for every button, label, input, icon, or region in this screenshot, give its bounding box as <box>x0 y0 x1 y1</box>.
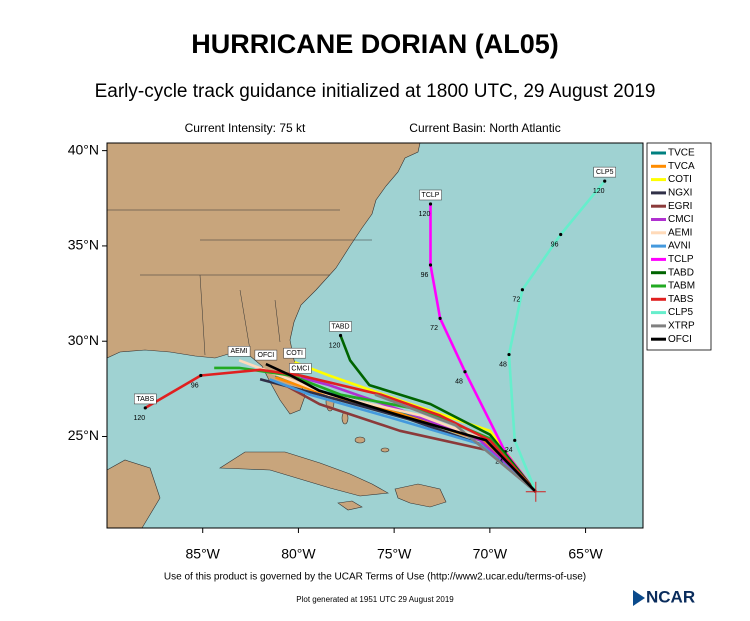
legend-label: CLP5 <box>668 307 693 318</box>
track-tag-box <box>593 166 616 178</box>
hour-dot <box>603 179 607 183</box>
map-frame <box>106 142 644 529</box>
hour-label: 120 <box>419 211 431 218</box>
legend-label: TVCE <box>668 148 695 159</box>
track-tag: CMCI <box>291 365 309 372</box>
legend-label: XTRP <box>668 321 695 332</box>
x-tick-label: 75°W <box>377 546 412 562</box>
legend-label: TCLP <box>668 254 694 265</box>
terms: Use of this product is governed by the U… <box>164 572 586 583</box>
hour-label: 120 <box>593 188 605 195</box>
logo: NCAR <box>646 587 695 606</box>
hour-dot <box>559 232 563 237</box>
y-tick-label: 35°N <box>68 237 99 253</box>
track-tag-box <box>254 349 278 361</box>
y-tick-label: 25°N <box>68 427 99 443</box>
track-tag-box <box>283 347 306 359</box>
track-clp5 <box>507 180 606 493</box>
legend-label: TABS <box>668 294 694 305</box>
legend: TVCE TVCA COTI NGXI EGRI CMCI AEMI AVNI TCLP TABD… <box>646 142 712 351</box>
hour-dot <box>428 263 433 267</box>
x-tick-label: 80°W <box>281 546 316 562</box>
legend-label: AVNI <box>668 241 691 252</box>
hour-dot <box>199 373 203 378</box>
state-lines <box>107 209 372 356</box>
legend-label: EGRI <box>668 201 692 212</box>
hour-label: 72 <box>430 325 438 332</box>
track-tag: TCLP <box>422 192 440 199</box>
legend-label: OFCI <box>668 334 692 345</box>
hour-label: 96 <box>551 241 559 248</box>
track-tabm <box>214 366 537 493</box>
track-tag: CLP5 <box>596 169 614 176</box>
hour-label: 48 <box>499 361 507 368</box>
hour-dot <box>463 370 467 374</box>
hour-dot <box>520 288 525 292</box>
track-tag-box <box>227 346 251 357</box>
legend-label: COTI <box>668 174 692 185</box>
track-tag-box <box>329 321 352 332</box>
hour-dot <box>338 333 343 338</box>
generated: Plot generated at 1951 UTC 29 August 201… <box>296 595 454 604</box>
y-tick-label: 40°N <box>68 141 99 157</box>
intensity: Current Intensity: 75 kt <box>185 121 306 135</box>
legend-label: TABD <box>668 267 694 278</box>
track-tabs <box>144 368 537 493</box>
hour-dot <box>513 438 517 442</box>
track-tag-box <box>419 189 442 201</box>
hour-label: 120 <box>329 342 341 349</box>
hour-label: 24 <box>505 447 513 454</box>
hour-dot <box>438 316 442 320</box>
hour-label: 120 <box>133 415 145 422</box>
x-tick-label: 65°W <box>568 546 603 562</box>
hour-label: 72 <box>513 297 521 304</box>
hour-label: 96 <box>191 382 199 389</box>
track-tag-box <box>289 363 312 374</box>
track-tag: COTI <box>286 350 303 357</box>
hour-dot <box>507 352 511 357</box>
legend-label: CMCI <box>668 214 694 225</box>
track-tag: OFCI <box>258 352 275 359</box>
legend-label: TVCA <box>668 161 695 172</box>
hour-dot <box>143 406 147 410</box>
land <box>106 142 447 529</box>
track-tag: TABS <box>136 396 154 403</box>
basin: Current Basin: North Atlantic <box>409 121 560 135</box>
x-tick-label: 70°W <box>473 546 508 562</box>
track-xtrp <box>374 393 537 493</box>
track-tabd <box>339 335 537 493</box>
track-ofci <box>265 362 537 493</box>
hour-label: 48 <box>455 379 463 386</box>
y-tick-label: 30°N <box>68 332 99 348</box>
hour-label: 96 <box>421 272 429 279</box>
legend-label: TABM <box>668 281 695 292</box>
subtitle: Early-cycle track guidance initialized a… <box>95 81 656 102</box>
track-tag-box <box>134 393 157 405</box>
legend-label: NGXI <box>668 188 692 199</box>
x-tick-label: 85°W <box>186 546 221 562</box>
logo-mark <box>633 590 645 606</box>
legend-label: AEMI <box>668 227 692 238</box>
hour-dot <box>428 202 433 206</box>
tracks: COTI CMCI AEMI 24 48 72 96 120 TCLP 120 TABD 96 120 T… <box>133 166 616 502</box>
track-tag: AEMI <box>231 348 248 355</box>
title: HURRICANE DORIAN (AL05) <box>191 29 559 59</box>
track-tag: TABD <box>331 323 349 330</box>
